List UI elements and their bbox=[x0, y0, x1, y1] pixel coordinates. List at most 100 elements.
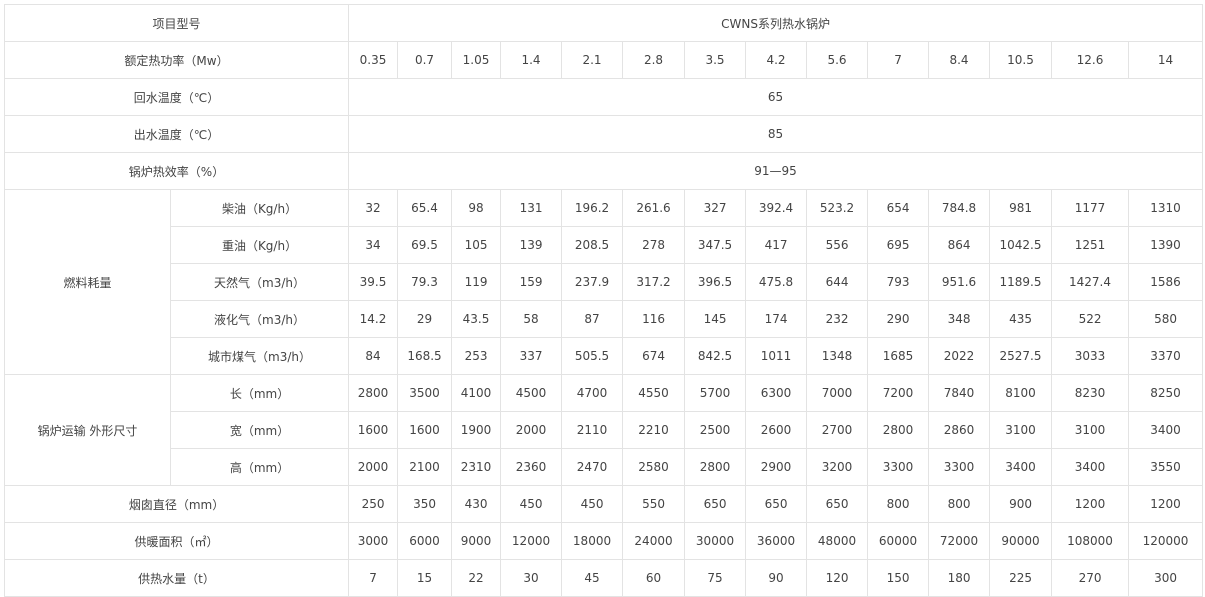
row-label: 烟囱直径（mm） bbox=[3, 485, 350, 523]
value-cell: 79.3 bbox=[397, 263, 453, 301]
value-cell: 1.05 bbox=[451, 41, 502, 79]
value-cell: 793 bbox=[867, 263, 930, 301]
value-cell: 1042.5 bbox=[989, 226, 1053, 264]
value-cell: 842.5 bbox=[684, 337, 747, 375]
row-label: 长（mm） bbox=[169, 374, 350, 412]
value-cell: 232 bbox=[806, 300, 869, 338]
value-cell: 864 bbox=[928, 226, 991, 264]
value-cell: 3100 bbox=[1051, 411, 1130, 449]
value-cell: 3370 bbox=[1128, 337, 1204, 375]
value-cell: 180 bbox=[928, 559, 991, 597]
value-cell: 29 bbox=[397, 300, 453, 338]
table-row: 额定热功率（Mw） 0.35 0.7 1.05 1.4 2.1 2.8 3.5 4.2 5.6 7 8… bbox=[3, 41, 1204, 79]
value-cell: 337 bbox=[500, 337, 563, 375]
value-cell: 800 bbox=[928, 485, 991, 523]
value-cell: 300 bbox=[1128, 559, 1204, 597]
table-row: 出水温度（℃） 85 bbox=[3, 115, 1204, 153]
value-cell: 120000 bbox=[1128, 522, 1204, 560]
table-row: 天然气（m3/h） 39.5 79.3 119 159 237.9 317.2 396.5 47… bbox=[5, 263, 1204, 301]
value-cell: 8.4 bbox=[928, 41, 991, 79]
row-label: 锅炉热效率（%） bbox=[3, 152, 350, 190]
table-row: 重油（Kg/h） 34 69.5 105 139 208.5 278 347.5 417 556 6… bbox=[5, 226, 1204, 264]
value-cell: 60000 bbox=[867, 522, 930, 560]
value-cell: 435 bbox=[989, 300, 1053, 338]
row-label: 城市煤气（m3/h） bbox=[169, 337, 350, 375]
value-cell: 1310 bbox=[1128, 189, 1204, 227]
value-cell: 119 bbox=[451, 263, 502, 301]
value-cell: 250 bbox=[348, 485, 399, 523]
value-cell: 39.5 bbox=[348, 263, 399, 301]
value-cell: 72000 bbox=[928, 522, 991, 560]
value-cell: 317.2 bbox=[622, 263, 686, 301]
value-cell: 45 bbox=[561, 559, 624, 597]
value-cell: 14.2 bbox=[348, 300, 399, 338]
value-cell: 159 bbox=[500, 263, 563, 301]
value-cell: 8230 bbox=[1051, 374, 1130, 412]
group-label: 燃料耗量 bbox=[4, 189, 171, 375]
value-cell: 348 bbox=[928, 300, 991, 338]
value-cell: 15 bbox=[397, 559, 453, 597]
value-cell: 90000 bbox=[989, 522, 1053, 560]
table-row: 烟囱直径（mm） 250 350 430 450 450 550 650 650 650 800 80… bbox=[3, 485, 1204, 523]
value-cell: 522 bbox=[1051, 300, 1130, 338]
value-cell: 10.5 bbox=[989, 41, 1053, 79]
value-cell: 6300 bbox=[745, 374, 808, 412]
value-cell: 7000 bbox=[806, 374, 869, 412]
value-cell: 32 bbox=[348, 189, 399, 227]
value-cell: 5700 bbox=[684, 374, 747, 412]
value-cell: 5.6 bbox=[806, 41, 869, 79]
row-label: 液化气（m3/h） bbox=[169, 300, 350, 338]
table-row: 锅炉热效率（%） 91—95 bbox=[3, 152, 1204, 190]
header-label: 项目型号 bbox=[3, 4, 350, 42]
value-cell: 430 bbox=[451, 485, 502, 523]
value-cell: 2860 bbox=[928, 411, 991, 449]
value-cell: 654 bbox=[867, 189, 930, 227]
value-cell: 1390 bbox=[1128, 226, 1204, 264]
value-cell: 1348 bbox=[806, 337, 869, 375]
value-cell: 145 bbox=[684, 300, 747, 338]
value-cell: 3300 bbox=[867, 448, 930, 486]
value-cell: 2.1 bbox=[561, 41, 624, 79]
value-cell: 2110 bbox=[561, 411, 624, 449]
table-row: 回水温度（℃） 65 bbox=[3, 78, 1204, 116]
value-cell: 450 bbox=[561, 485, 624, 523]
value-cell: 116 bbox=[622, 300, 686, 338]
value-cell: 8250 bbox=[1128, 374, 1204, 412]
value-cell: 4500 bbox=[500, 374, 563, 412]
value-cell: 22 bbox=[451, 559, 502, 597]
value-cell: 91—95 bbox=[348, 152, 1204, 190]
value-cell: 278 bbox=[622, 226, 686, 264]
value-cell: 4550 bbox=[622, 374, 686, 412]
table-row: 锅炉运输 外形尺寸 长（mm） 2800 3500 4100 4500 4700 4550 57… bbox=[4, 374, 1204, 486]
table-row: 供暖面积（㎡） 3000 6000 9000 12000 18000 24000 30000 3… bbox=[3, 522, 1204, 560]
value-cell: 225 bbox=[989, 559, 1053, 597]
value-cell: 2580 bbox=[622, 448, 686, 486]
value-cell: 0.7 bbox=[397, 41, 453, 79]
value-cell: 69.5 bbox=[397, 226, 453, 264]
value-cell: 2800 bbox=[684, 448, 747, 486]
value-cell: 3400 bbox=[1051, 448, 1130, 486]
table-row: 燃料耗量 柴油（Kg/h） 32 65.4 98 131 196.2 261.6 327 392.… bbox=[4, 189, 1204, 375]
value-cell: 580 bbox=[1128, 300, 1204, 338]
header-title: CWNS系列热水锅炉 bbox=[348, 4, 1204, 42]
value-cell: 1586 bbox=[1128, 263, 1204, 301]
value-cell: 1189.5 bbox=[989, 263, 1053, 301]
value-cell: 2700 bbox=[806, 411, 869, 449]
value-cell: 108000 bbox=[1051, 522, 1130, 560]
row-label: 额定热功率（Mw） bbox=[3, 41, 350, 79]
value-cell: 3.5 bbox=[684, 41, 747, 79]
value-cell: 18000 bbox=[561, 522, 624, 560]
value-cell: 4700 bbox=[561, 374, 624, 412]
value-cell: 43.5 bbox=[451, 300, 502, 338]
row-label: 天然气（m3/h） bbox=[169, 263, 350, 301]
row-label: 宽（mm） bbox=[169, 411, 350, 449]
row-label: 出水温度（℃） bbox=[3, 115, 350, 153]
value-cell: 3400 bbox=[1128, 411, 1204, 449]
value-cell: 270 bbox=[1051, 559, 1130, 597]
value-cell: 1251 bbox=[1051, 226, 1130, 264]
value-cell: 981 bbox=[989, 189, 1053, 227]
spec-table: 项目型号 CWNS系列热水锅炉 额定热功率（Mw） 0.35 0.7 1.05 1.4 2… bbox=[3, 4, 1204, 597]
value-cell: 2470 bbox=[561, 448, 624, 486]
value-cell: 65.4 bbox=[397, 189, 453, 227]
